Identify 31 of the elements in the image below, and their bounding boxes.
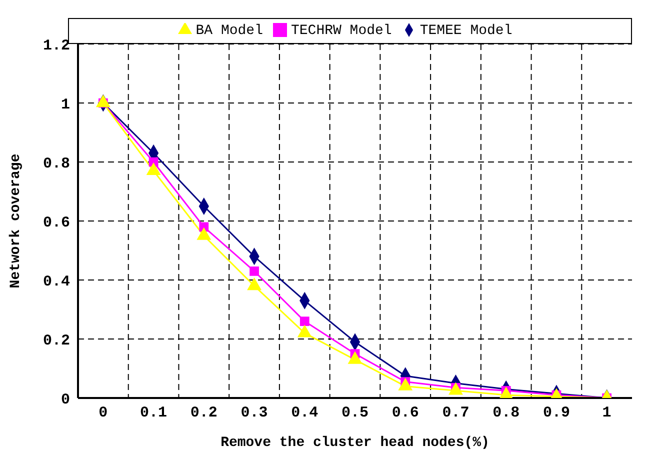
x-tick-label: 0.4 <box>291 404 318 422</box>
y-axis-title: Network coverage <box>8 154 24 288</box>
y-tick-label: 0.2 <box>42 332 70 350</box>
x-axis-title: Remove the cluster head nodes(%) <box>220 435 490 451</box>
x-tick-label: 0.1 <box>140 404 168 422</box>
x-tick-label: 0.9 <box>542 404 570 422</box>
x-tick-label: 1 <box>602 404 612 422</box>
y-tick-label: 1.2 <box>42 37 70 54</box>
x-tick-label: 0.2 <box>190 404 218 422</box>
x-tick-label: 0.6 <box>392 404 419 422</box>
y-tick-label: 0.8 <box>42 155 70 172</box>
legend-label: TECHRW Model <box>290 23 392 39</box>
legend-label: BA Model <box>196 23 263 39</box>
x-tick-label: 0 <box>98 404 108 422</box>
point <box>348 352 362 364</box>
x-tick-label: 0.8 <box>492 404 520 422</box>
point <box>250 266 259 276</box>
x-tick-label: 0.7 <box>442 404 470 422</box>
y-tick-label: 1 <box>60 96 70 114</box>
point <box>398 378 412 390</box>
point <box>247 278 262 290</box>
point <box>300 316 310 326</box>
y-tick-label: 0 <box>60 391 70 408</box>
x-tick-label: 0.3 <box>240 404 268 422</box>
y-tick-label: 0.6 <box>42 214 70 232</box>
legend-label: TEMEE Model <box>420 23 512 39</box>
point <box>448 382 463 395</box>
x-tick-label: 0.5 <box>341 404 369 422</box>
point <box>298 325 312 338</box>
y-tick-label: 0.4 <box>42 273 70 290</box>
point <box>146 163 160 176</box>
